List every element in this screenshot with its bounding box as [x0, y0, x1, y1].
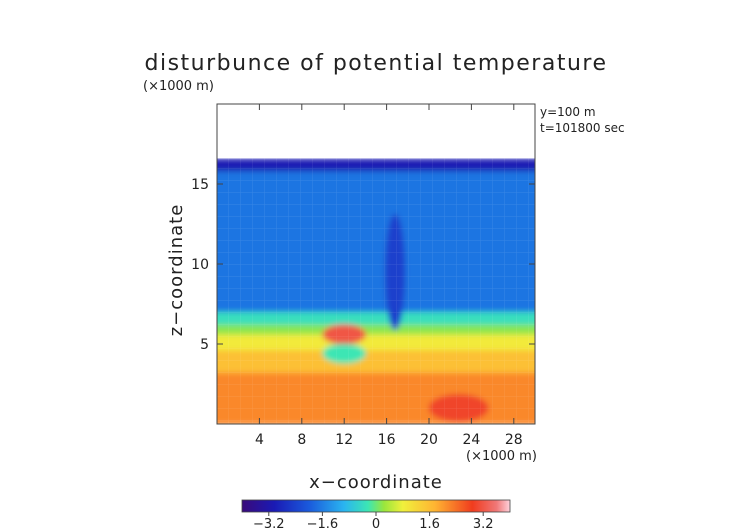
y-tick-label-0: 5	[200, 337, 209, 353]
x-tick-label-3: 16	[378, 432, 396, 448]
y-axis-unit: (×1000 m)	[143, 79, 214, 94]
colorbar-tick-label-1: −1.6	[307, 517, 339, 532]
y-axis-label: z−coordinate	[166, 204, 187, 337]
colorbar-tick-label-3: 1.6	[419, 517, 440, 532]
x-axis-ticks: 4 8 12 16 20 24 28	[255, 104, 523, 448]
annotation-time: t=101800 sec	[540, 121, 625, 135]
x-tick-label-5: 24	[462, 432, 480, 448]
chart-title: disturbunce of potential temperature	[145, 51, 608, 76]
x-tick-label-6: 28	[505, 432, 523, 448]
x-tick-label-0: 4	[255, 432, 264, 448]
colorbar-tick-label-0: −3.2	[253, 517, 285, 532]
x-tick-label-4: 20	[420, 432, 438, 448]
x-tick-label-1: 8	[297, 432, 306, 448]
colorbar-tick-label-4: 3.2	[473, 517, 494, 532]
y-tick-label-1: 10	[191, 257, 209, 273]
heatmap-field	[217, 104, 535, 424]
x-axis-label: x−coordinate	[309, 472, 443, 493]
empty-region	[217, 104, 535, 159]
x-tick-label-2: 12	[335, 432, 353, 448]
y-tick-label-2: 15	[191, 177, 209, 193]
annotation-y: y=100 m	[540, 105, 596, 119]
grid-texture	[217, 158, 535, 424]
y-axis-ticks: 5 10 15	[191, 177, 535, 353]
colorbar-ticks: −3.2 −1.6 0 1.6 3.2	[253, 512, 494, 532]
colorbar	[241, 499, 511, 513]
x-axis-unit: (×1000 m)	[466, 449, 537, 464]
colorbar-tick-label-2: 0	[372, 517, 380, 532]
